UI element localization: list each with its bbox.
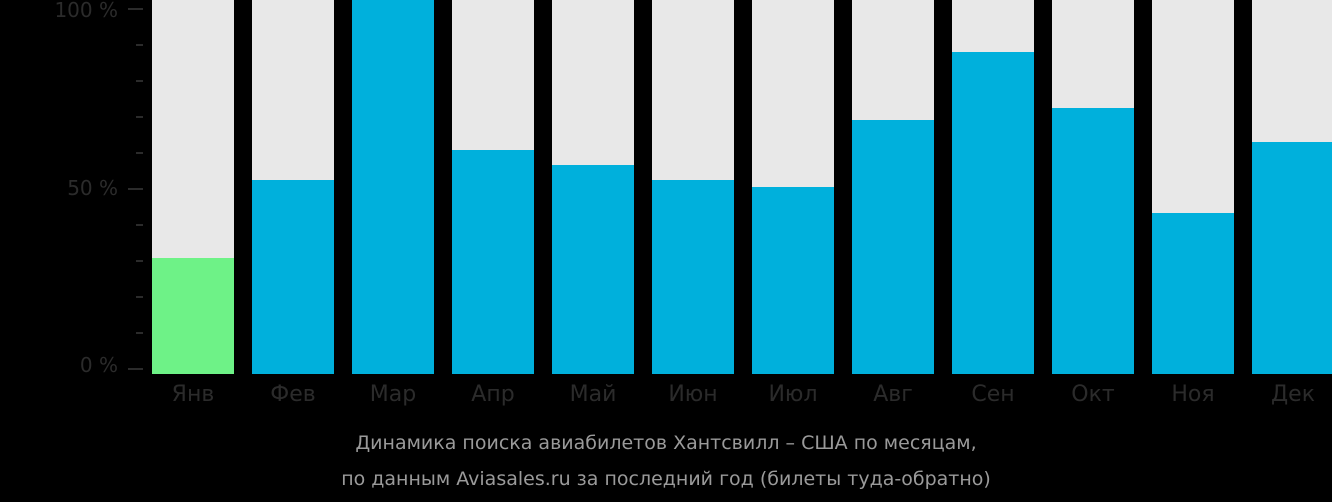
bar-fill (1152, 213, 1234, 374)
bar-fill (952, 52, 1034, 374)
x-axis-label: Мар (369, 382, 417, 407)
bar-9 (1052, 0, 1134, 374)
y-axis-tick (136, 224, 143, 226)
y-axis-tick (128, 188, 143, 190)
bar-6 (752, 0, 834, 374)
y-axis-tick (128, 8, 143, 10)
y-axis-tick (136, 80, 143, 82)
x-axis-label: Июл (768, 382, 818, 407)
bar-fill (152, 258, 234, 374)
y-tick-100: 100 % (54, 0, 118, 22)
bar-fill (1052, 108, 1134, 374)
x-axis-label: Окт (1071, 382, 1115, 407)
bar-3 (452, 0, 534, 374)
x-axis-label: Сен (971, 382, 1015, 407)
bar-1 (252, 0, 334, 374)
bar-8 (952, 0, 1034, 374)
x-axis-label: Ноя (1171, 382, 1215, 407)
y-axis-tick (128, 368, 143, 370)
chart-caption-line1: Динамика поиска авиабилетов Хантсвилл – … (355, 432, 977, 454)
x-axis-label: Авг (873, 382, 913, 407)
y-axis-tick (136, 260, 143, 262)
bar-fill (352, 0, 434, 374)
y-tick-0: 0 % (79, 353, 118, 377)
bar-0 (152, 0, 234, 374)
bar-fill (252, 179, 334, 374)
chart-caption-line2: по данным Aviasales.ru за последний год … (341, 468, 991, 490)
bar-fill (552, 164, 634, 374)
bar-2 (352, 0, 434, 374)
bar-10 (1152, 0, 1234, 374)
x-axis-label: Июн (668, 382, 718, 407)
y-axis-tick (136, 296, 143, 298)
bar-fill (1252, 142, 1332, 374)
bar-fill (852, 119, 934, 374)
bar-fill (752, 187, 834, 374)
x-axis-label: Дек (1270, 382, 1315, 407)
y-axis-tick (136, 152, 143, 154)
bar-11 (1252, 0, 1332, 374)
x-axis-label: Апр (471, 382, 515, 407)
y-tick-50: 50 % (67, 176, 118, 200)
x-axis-label: Янв (171, 382, 215, 407)
bar-5 (652, 0, 734, 374)
bar-fill (652, 179, 734, 374)
bar-7 (852, 0, 934, 374)
y-axis-tick (136, 44, 143, 46)
y-axis-tick (136, 332, 143, 334)
x-axis-label: Май (569, 382, 617, 407)
x-axis-label: Фев (270, 382, 316, 407)
y-axis-tick (136, 116, 143, 118)
bar-4 (552, 0, 634, 374)
bar-fill (452, 149, 534, 374)
